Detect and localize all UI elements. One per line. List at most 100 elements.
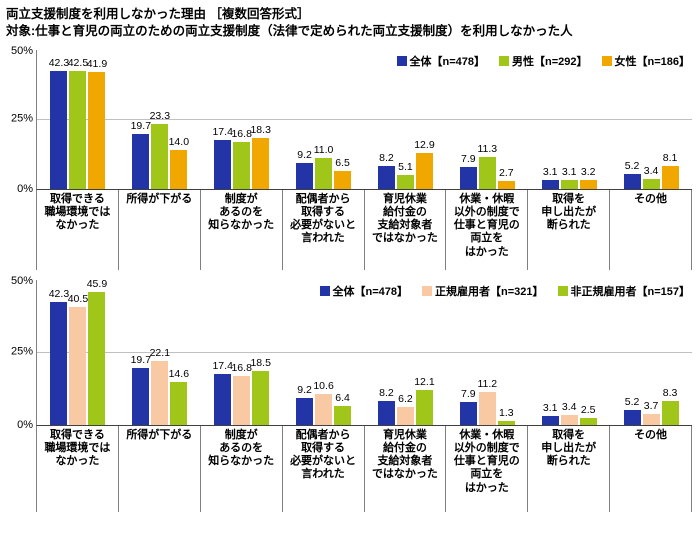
bar: 3.1 (541, 403, 559, 425)
bar: 6.5 (334, 158, 352, 189)
bar: 16.8 (231, 129, 252, 189)
bar: 8.2 (377, 153, 395, 189)
bar-value-label: 42.5 (67, 56, 89, 69)
legend-label: 正規雇用者【n=321】 (435, 285, 544, 298)
bar-value-label: 42.3 (48, 288, 70, 301)
bar: 9.2 (296, 150, 314, 189)
bar-value-label: 18.3 (250, 123, 271, 136)
gridline-25 (37, 352, 692, 354)
legend-swatch-icon (601, 55, 612, 66)
category-label: 休業・休暇 以外の制度で 仕事と育児の 両立を はかった (446, 189, 529, 270)
legend-swatch-icon (319, 285, 330, 296)
bar-value-label: 22.1 (149, 346, 171, 359)
bar: 2.7 (497, 168, 515, 189)
bar-group: 7.9 11.2 1.3 (446, 280, 528, 425)
bar: 5.2 (623, 161, 641, 189)
legend-swatch-icon (557, 285, 568, 296)
legend-swatch-icon (422, 285, 432, 296)
bar-value-label: 10.6 (313, 380, 334, 393)
bar-groups: 42.3 42.5 41.9 19.7 23.3 14.0 17.4 16.8 18.3 9.2 1… (37, 50, 692, 189)
bar-group: 19.7 22.1 14.6 (119, 280, 201, 425)
bar-group: 17.4 16.8 18.5 (201, 280, 283, 425)
y-axis: 50% 25% 0% (6, 45, 36, 194)
bar: 1.3 (497, 408, 515, 425)
legend: 全体【n=478】 正規雇用者【n=321】 非正規雇用者【n=157】 (319, 283, 690, 299)
bar-value-label: 11.2 (477, 378, 498, 391)
y-axis: 50% 25% 0% (6, 275, 36, 430)
bar-value-label: 3.1 (542, 401, 558, 414)
chart-gender: 50% 25% 0% 42.3 42.5 41.9 19.7 23.3 14.0 17.4 16.… (6, 45, 692, 270)
category-label: 所得が下がる (119, 425, 201, 512)
bar-value-label: 11.3 (477, 143, 498, 156)
bar-groups: 42.3 40.5 45.9 19.7 22.1 14.6 17.4 16.8 18.5 9.2 1… (37, 279, 692, 425)
category-label: その他 (634, 428, 668, 441)
gridline-25 (37, 119, 692, 121)
bar-value-label: 6.2 (398, 392, 413, 405)
bar: 8.1 (661, 153, 679, 189)
bar: 42.3 (49, 289, 69, 425)
bar-value-label: 16.8 (231, 128, 252, 141)
bar-value-label: 17.4 (212, 360, 233, 373)
bar-group: 3.1 3.4 2.5 (528, 280, 610, 425)
legend-item: 女性【n=186】 (601, 53, 691, 69)
category-axis: 取得できる 職場環境では なかった 所得が下がる 制度が あるのを 知らなかった 配偶者から取… (36, 425, 692, 512)
bar: 3.1 (541, 167, 559, 189)
bar: 19.7 (131, 121, 151, 189)
y-tick-label: 0% (17, 418, 33, 431)
y-tick-label: 25% (10, 112, 33, 125)
bar: 5.2 (623, 397, 641, 425)
bar: 41.9 (87, 59, 107, 189)
bar-value-label: 3.1 (561, 166, 577, 179)
bar-value-label: 5.2 (624, 395, 640, 408)
bar: 45.9 (87, 279, 107, 425)
y-tick-label: 50% (10, 44, 33, 57)
category-label: 制度が あるのを 知らなかった (201, 189, 283, 270)
legend-item: 正規雇用者【n=321】 (422, 283, 544, 299)
bar: 7.9 (459, 154, 477, 189)
category-label: 配偶者から 取得する 必要がないと 言われた (283, 189, 365, 270)
category-label: 取得できる 職場環境では なかった (37, 189, 119, 270)
bar-value-label: 14.6 (168, 368, 190, 381)
legend-item: 全体【n=478】 (396, 53, 485, 69)
bar: 2.5 (579, 404, 597, 425)
bar-value-label: 40.5 (67, 293, 89, 306)
legend-label: 女性【n=186】 (614, 55, 691, 68)
bar: 3.1 (560, 167, 578, 189)
bar-group: 5.2 3.7 8.3 (610, 280, 692, 425)
bar: 14.0 (169, 137, 189, 189)
bar-value-label: 6.5 (335, 156, 350, 169)
bar-value-label: 45.9 (86, 277, 108, 290)
bar-value-label: 16.8 (231, 362, 252, 375)
bar-group: 17.4 16.8 18.3 (201, 50, 283, 189)
bar-value-label: 12.9 (414, 138, 435, 151)
bar-value-label: 1.3 (499, 406, 514, 419)
bar: 19.7 (131, 355, 151, 425)
bar-value-label: 8.3 (662, 386, 678, 399)
category-label: 取得を 申し出たが 断られた (528, 425, 611, 512)
category-label: 取得を 申し出たが 断られた (528, 189, 611, 270)
category-label: 取得できる 職場環境では なかった (37, 425, 119, 512)
bar-group: 9.2 11.0 6.5 (283, 50, 365, 189)
bar-value-label: 3.7 (643, 400, 659, 413)
bar: 8.2 (377, 388, 395, 425)
bar-value-label: 3.4 (561, 400, 577, 413)
bar: 11.0 (314, 145, 333, 189)
y-tick-label: 50% (10, 274, 33, 287)
bar: 3.4 (560, 402, 578, 425)
category-label: 育児休業 給付金の 支給対象者 ではなかった (365, 189, 447, 270)
bar-value-label: 3.1 (542, 166, 558, 179)
bar-value-label: 5.1 (398, 160, 413, 173)
bar-group: 5.2 3.4 8.1 (610, 50, 692, 189)
bar-value-label: 17.4 (212, 126, 233, 139)
bar: 10.6 (313, 381, 334, 425)
bar-value-label: 3.4 (643, 165, 659, 178)
bar-group: 42.3 42.5 41.9 (37, 50, 119, 189)
bar-group: 7.9 11.3 2.7 (446, 50, 528, 189)
bar-value-label: 5.2 (624, 160, 640, 173)
plot-area: 42.3 42.5 41.9 19.7 23.3 14.0 17.4 16.8 18.3 9.2 1… (36, 49, 692, 190)
bar-value-label: 19.7 (130, 353, 152, 366)
chart-page: 両立支援制度を利用しなかった理由 ［複数回答形式］ 対象:仕事と育児の両立のため… (6, 7, 692, 512)
bar-value-label: 2.5 (580, 403, 596, 416)
category-axis: 取得できる 職場環境では なかった 所得が下がる 制度が あるのを 知らなかった 配偶者から取… (36, 189, 692, 270)
legend-swatch-icon (499, 55, 509, 66)
